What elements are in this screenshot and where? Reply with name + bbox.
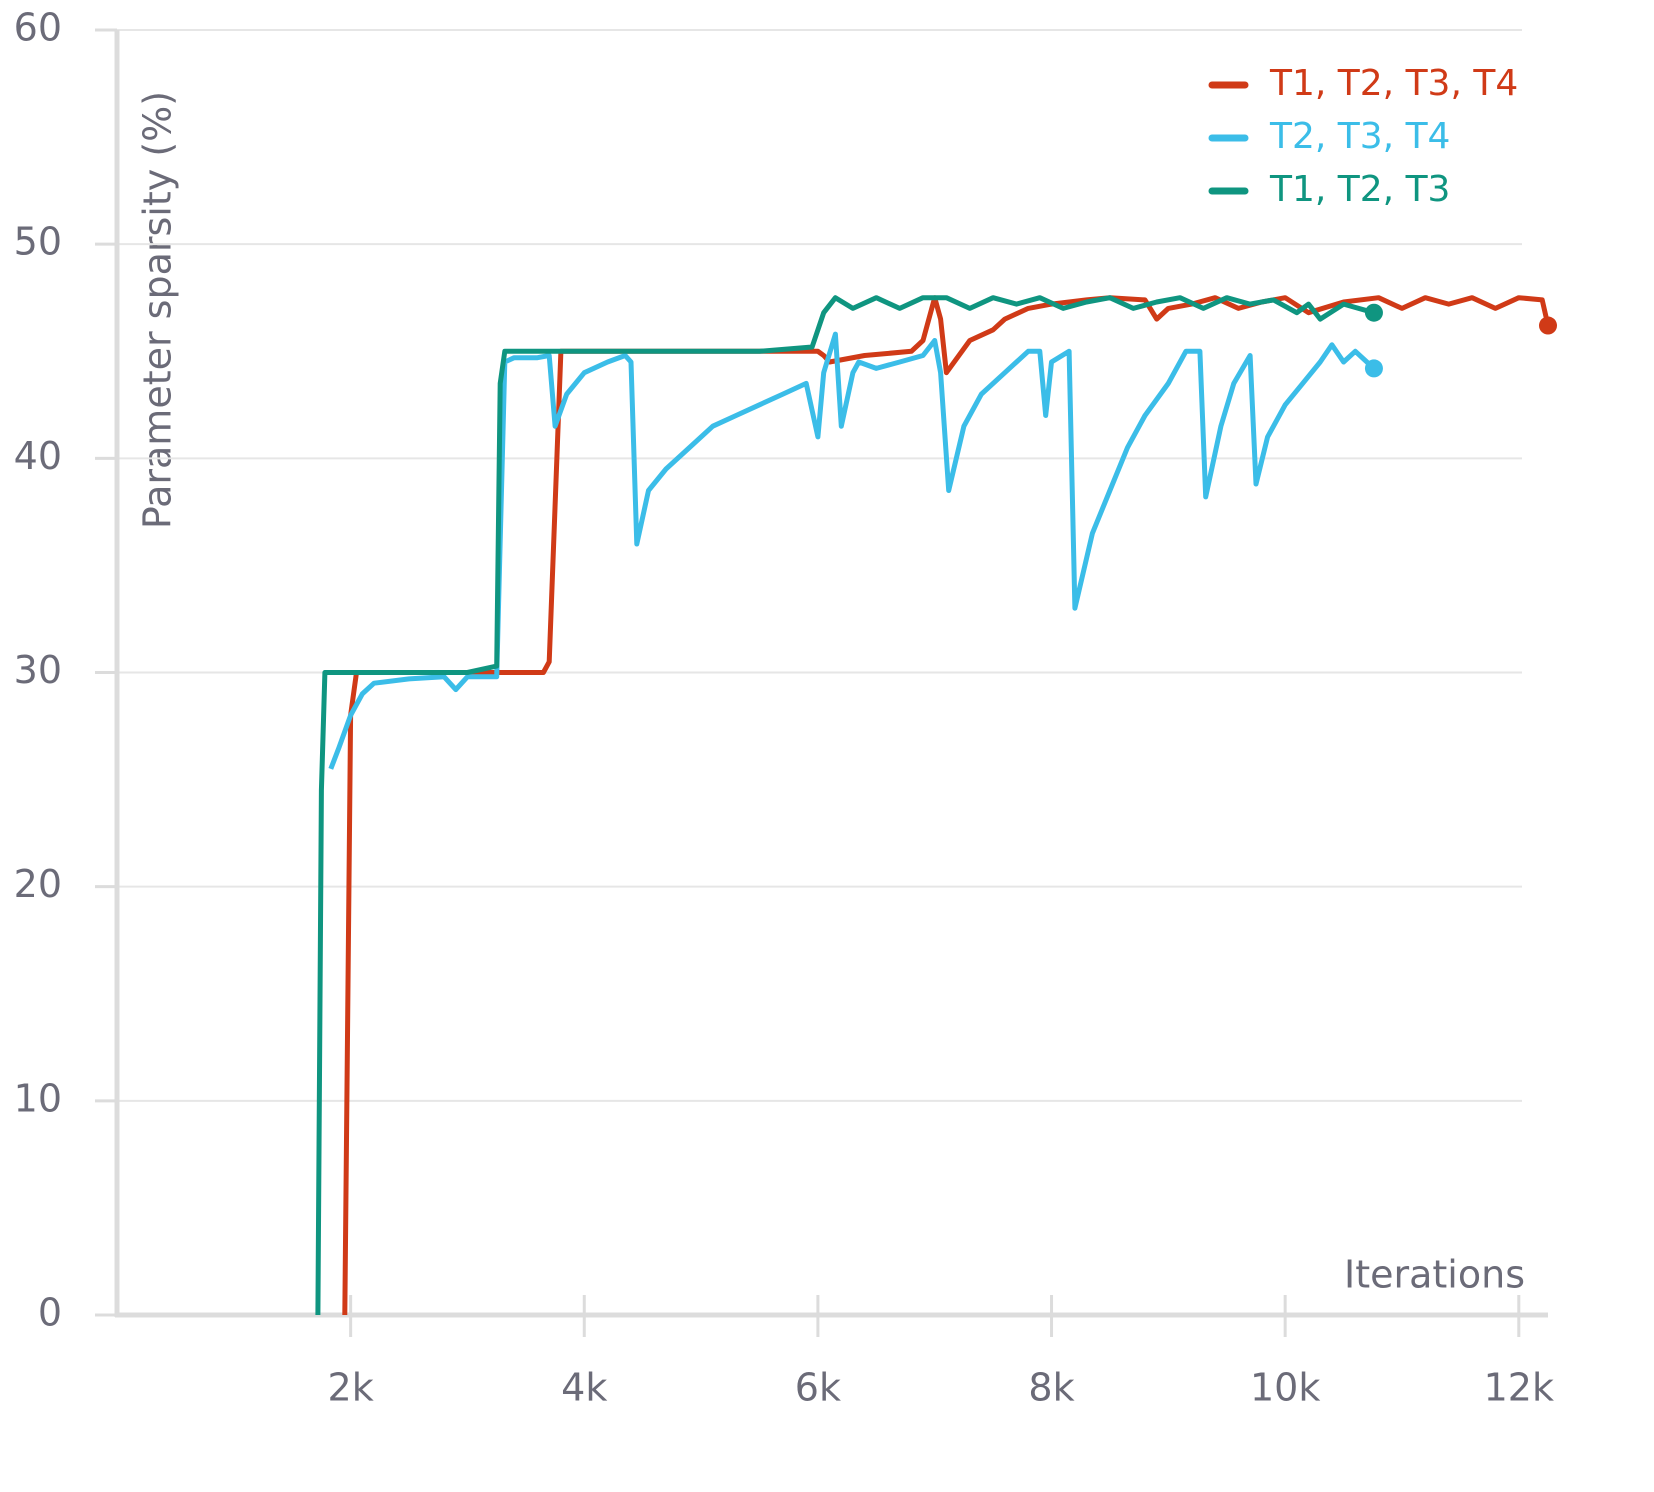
series-line — [342, 295, 1551, 1316]
x-tick-label: 2k — [328, 1366, 374, 1410]
y-tick-label: 40 — [14, 434, 62, 478]
y-tick-label: 30 — [14, 648, 62, 692]
legend-label: T2, T3, T4 — [1269, 116, 1450, 157]
x-tick-label: 12k — [1484, 1366, 1554, 1410]
series-line — [315, 295, 1375, 1316]
y-tick-label: 10 — [14, 1076, 62, 1120]
y-tick-label: 0 — [38, 1291, 62, 1335]
y-tick-label: 20 — [14, 862, 62, 906]
end-marker — [1364, 303, 1383, 322]
x-axis-label: Iterations — [1344, 1253, 1525, 1297]
series-line — [328, 331, 1376, 770]
x-tick-label: 4k — [561, 1366, 607, 1410]
y-tick-label: 50 — [14, 220, 62, 264]
end-marker — [1539, 316, 1557, 335]
x-tick-label: 6k — [795, 1366, 841, 1410]
legend-label: T1, T2, T3, T4 — [1269, 63, 1518, 104]
x-tick-label: 10k — [1250, 1366, 1320, 1410]
end-marker — [1364, 359, 1383, 378]
legend-label: T1, T2, T3 — [1269, 169, 1450, 210]
y-axis-label: Parameter sparsity (%) — [136, 91, 180, 529]
x-tick-label: 8k — [1028, 1366, 1074, 1410]
y-tick-label: 60 — [14, 6, 62, 50]
